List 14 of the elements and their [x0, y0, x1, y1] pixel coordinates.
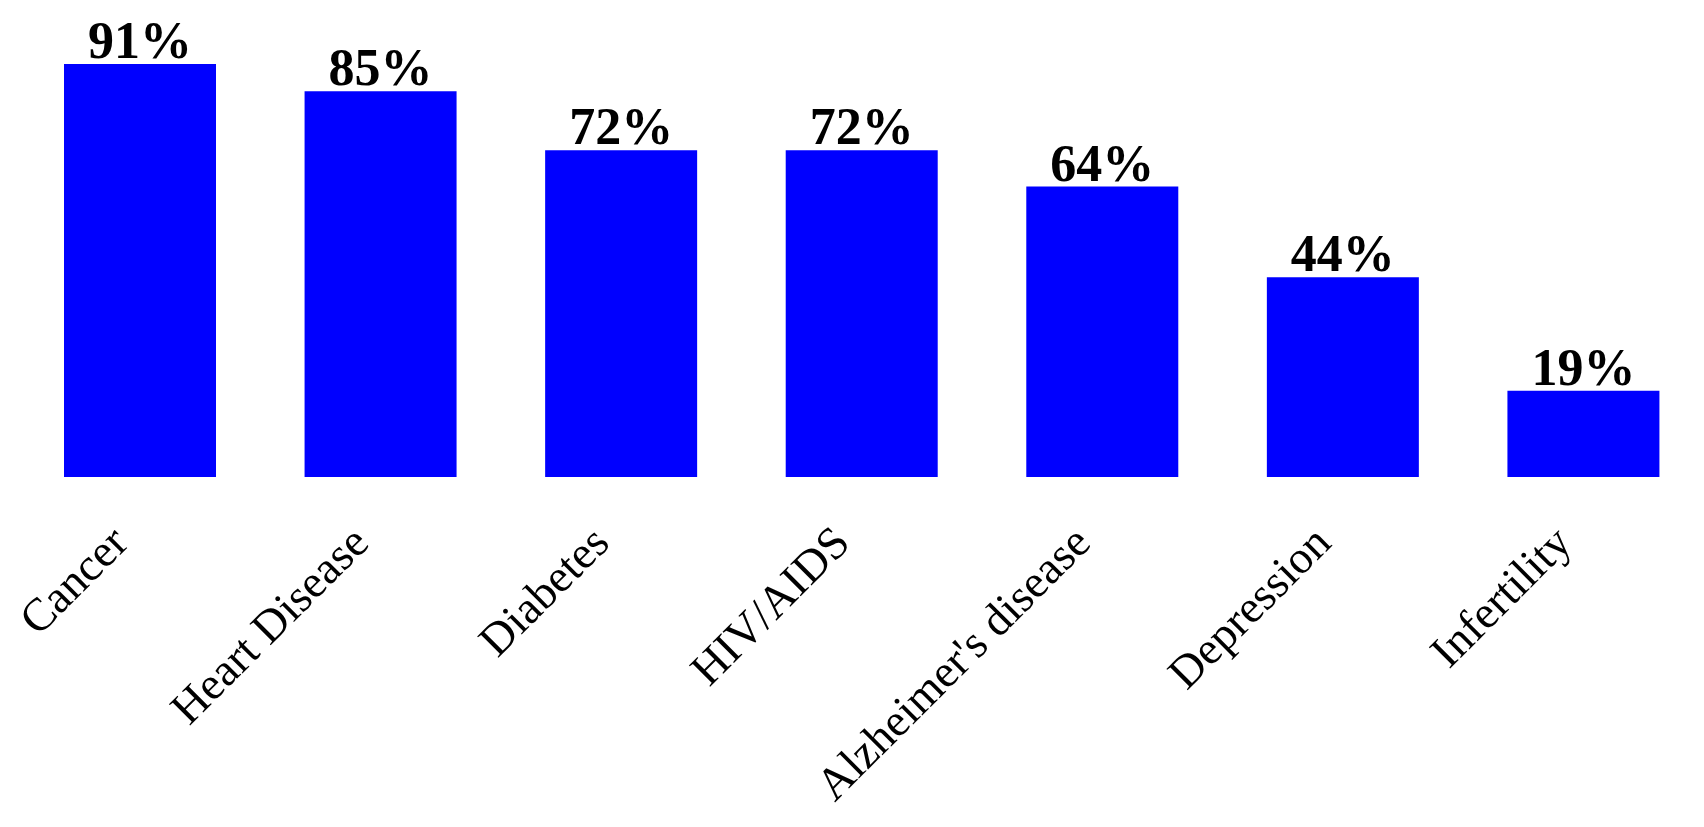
bar [1026, 186, 1179, 477]
data-label: 85% [328, 39, 433, 97]
data-label: 64% [1050, 134, 1155, 192]
bar [1266, 277, 1419, 477]
data-label: 91% [88, 12, 192, 69]
bar [785, 150, 938, 477]
bar [1507, 390, 1660, 477]
data-label: 72% [809, 98, 914, 156]
bar [304, 91, 457, 477]
bar [545, 150, 698, 477]
data-label: 19% [1531, 338, 1636, 396]
bar [64, 64, 216, 477]
data-label: 44% [1290, 225, 1395, 283]
data-label: 72% [569, 98, 674, 156]
